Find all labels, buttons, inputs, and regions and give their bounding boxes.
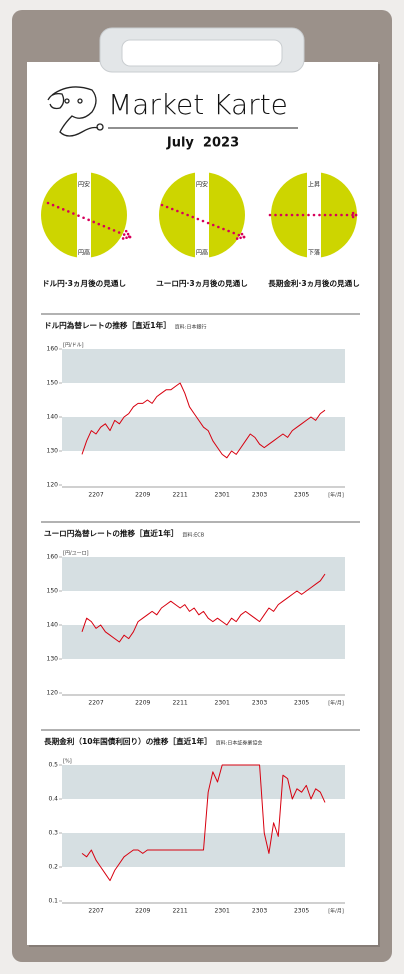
data-line — [81, 573, 326, 643]
chart-source: 資料:日本証券業協会 — [216, 740, 263, 747]
x-tick-label: 2305 — [294, 700, 309, 707]
x-tick-label: 2303 — [252, 700, 267, 707]
forecast-arrow — [46, 201, 132, 239]
y-tick-label: 120 — [47, 690, 59, 697]
x-tick-label: 2211 — [172, 908, 187, 915]
grid-band — [62, 557, 345, 591]
brand-title: Market Karte — [108, 88, 288, 121]
x-tick-label: 2303 — [252, 492, 267, 499]
clip-hole — [121, 39, 283, 67]
x-tick-label: 2207 — [88, 492, 103, 499]
x-unit: [年/月] — [328, 908, 344, 915]
gauge-bar — [77, 172, 91, 258]
y-tick-label: 130 — [47, 448, 59, 455]
grid-band — [62, 417, 345, 451]
x-tick-label: 2301 — [215, 492, 230, 499]
logo — [47, 86, 104, 137]
gauge-caption: 長期金利·3ヵ月後の見通し — [268, 278, 360, 288]
y-tick-label: 0.2 — [48, 864, 58, 871]
x-tick-label: 2301 — [215, 700, 230, 707]
x-tick-label: 2305 — [294, 908, 309, 915]
forecast-arrow-head — [121, 235, 132, 240]
x-tick-label: 2209 — [135, 492, 150, 499]
x-tick-label: 2303 — [252, 908, 267, 915]
forecast-arrow-head — [348, 213, 358, 221]
y-unit: [円/ユーロ] — [63, 551, 89, 557]
x-tick-label: 2207 — [88, 908, 103, 915]
y-tick-label: 0.3 — [48, 830, 58, 837]
gauge-top-label: 上昇 — [308, 181, 320, 189]
y-tick-label: 150 — [47, 588, 59, 595]
gauge-top-label: 円安 — [196, 181, 208, 189]
y-tick-label: 140 — [47, 622, 59, 629]
y-unit: [%] — [63, 759, 72, 765]
y-tick-label: 160 — [47, 346, 59, 353]
x-tick-label: 2207 — [88, 700, 103, 707]
forecast-gauges: 円安円高ドル円·3ヵ月後の見通し円安円高ユーロ円·3ヵ月後の見通し上昇下落長期金… — [41, 172, 360, 288]
y-tick-label: 0.4 — [48, 796, 58, 803]
gauge-top-label: 円安 — [78, 181, 90, 189]
y-tick-label: 160 — [47, 554, 59, 561]
gauge-caption: ドル円·3ヵ月後の見通し — [42, 278, 126, 288]
x-tick-label: 2209 — [135, 700, 150, 707]
x-unit: [年/月] — [328, 492, 344, 499]
grid-band — [62, 765, 345, 799]
gauge-bottom-label: 円高 — [78, 249, 90, 257]
y-tick-label: 150 — [47, 380, 59, 387]
issue-date: July 2023 — [166, 136, 239, 151]
data-line — [81, 764, 326, 882]
grid-band — [62, 625, 345, 659]
data-line — [81, 382, 326, 459]
chart-source: 資料:ECB — [182, 532, 204, 539]
y-unit: [円/ドル] — [63, 343, 84, 349]
chart-title: ユーロ円為替レートの推移［直近1年］ — [44, 528, 178, 538]
x-tick-label: 2305 — [294, 492, 309, 499]
y-tick-label: 140 — [47, 414, 59, 421]
x-tick-label: 2301 — [215, 908, 230, 915]
chart-title: 長期金利（10年国債利回り）の推移［直近1年］ — [44, 736, 212, 746]
chart-source: 資料:日本銀行 — [175, 324, 207, 331]
forecast-arrow — [160, 203, 246, 239]
gauge-bottom-label: 円高 — [196, 249, 208, 257]
x-tick-label: 2209 — [135, 908, 150, 915]
charts: ドル円為替レートの推移［直近1年］ 資料:日本銀行 120 130 140 150 160 [… — [41, 313, 360, 915]
gauge-caption: ユーロ円·3ヵ月後の見通し — [156, 278, 248, 288]
chart-title: ドル円為替レートの推移［直近1年］ — [44, 320, 171, 330]
y-tick-label: 0.1 — [48, 898, 58, 905]
x-tick-label: 2211 — [172, 700, 187, 707]
y-tick-label: 120 — [47, 482, 59, 489]
grid-band — [62, 349, 345, 383]
gauge-bar — [195, 172, 209, 258]
gauge-bottom-label: 下落 — [308, 249, 320, 257]
y-tick-label: 0.5 — [48, 762, 58, 769]
y-tick-label: 130 — [47, 656, 59, 663]
x-unit: [年/月] — [328, 700, 344, 707]
x-tick-label: 2211 — [172, 492, 187, 499]
forecast-arrow-head — [235, 235, 246, 240]
